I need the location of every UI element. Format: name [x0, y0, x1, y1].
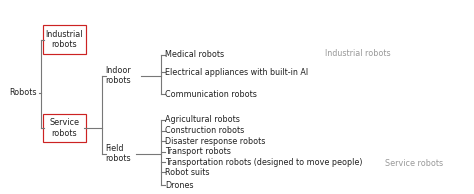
Text: Industrial robots: Industrial robots [325, 49, 390, 58]
Text: Electrical appliances with built-in AI: Electrical appliances with built-in AI [165, 68, 308, 77]
Text: Field
robots: Field robots [106, 144, 131, 163]
Text: Robot suits: Robot suits [165, 168, 210, 177]
Text: Disaster response robots: Disaster response robots [165, 137, 265, 146]
Text: Transport robots: Transport robots [165, 147, 231, 156]
Text: Drones: Drones [165, 181, 194, 190]
Text: Agricultural robots: Agricultural robots [165, 115, 240, 125]
Text: Communication robots: Communication robots [165, 90, 257, 99]
Text: Service robots: Service robots [385, 159, 443, 168]
FancyBboxPatch shape [43, 25, 86, 54]
Text: Transportation robots (designed to move people): Transportation robots (designed to move … [165, 158, 363, 167]
Text: Industrial
robots: Industrial robots [46, 30, 83, 49]
Text: Service
robots: Service robots [49, 118, 79, 138]
Text: Medical robots: Medical robots [165, 50, 224, 59]
FancyBboxPatch shape [43, 114, 86, 142]
Text: Robots: Robots [9, 88, 36, 97]
Text: Construction robots: Construction robots [165, 126, 245, 135]
Text: Indoor
robots: Indoor robots [106, 66, 131, 86]
